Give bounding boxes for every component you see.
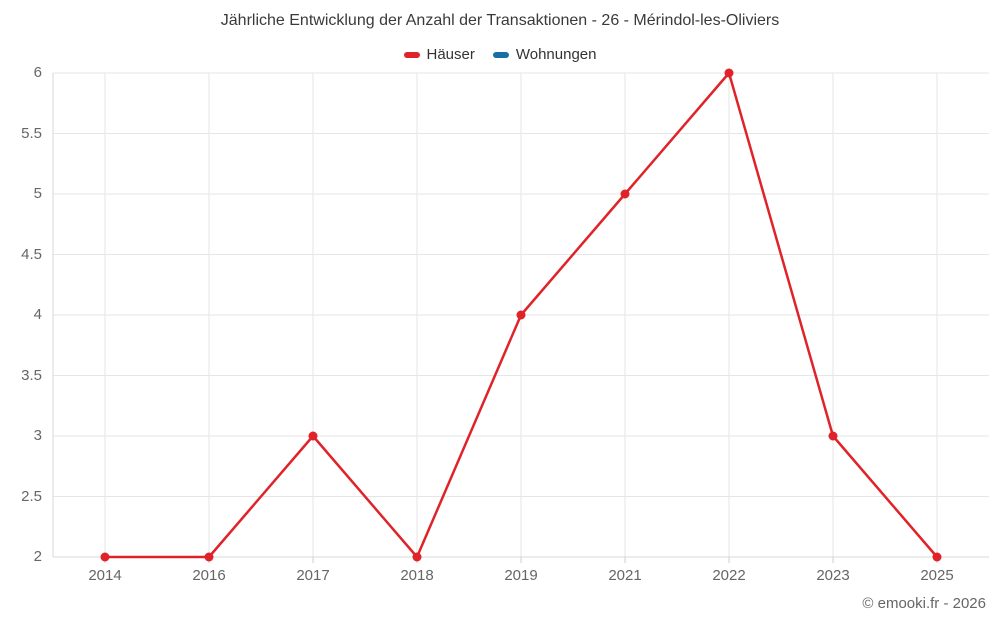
y-tick-label: 6 bbox=[33, 64, 42, 81]
x-tick-label: 2014 bbox=[88, 567, 122, 584]
data-point-häuser-2018[interactable] bbox=[412, 552, 422, 562]
data-point-häuser-2017[interactable] bbox=[308, 431, 318, 441]
x-tick-label: 2021 bbox=[608, 567, 642, 584]
legend-label: Wohnungen bbox=[515, 46, 597, 63]
y-tick-label: 4 bbox=[33, 306, 42, 323]
y-tick-label: 5.5 bbox=[21, 124, 42, 142]
x-tick-label: 2023 bbox=[816, 567, 850, 584]
legend-label: Häuser bbox=[426, 46, 475, 63]
x-tick-label: 2019 bbox=[504, 567, 538, 584]
data-point-häuser-2021[interactable] bbox=[620, 189, 630, 199]
legend: Häuser Wohnungen bbox=[0, 46, 1000, 63]
x-tick-label: 2022 bbox=[712, 567, 746, 584]
y-tick-label: 2.5 bbox=[21, 487, 42, 505]
data-point-häuser-2014[interactable] bbox=[100, 552, 110, 562]
data-point-häuser-2023[interactable] bbox=[828, 431, 838, 441]
chart-title: Jährliche Entwicklung der Anzahl der Tra… bbox=[220, 12, 780, 29]
legend-item-häuser[interactable]: Häuser bbox=[403, 46, 475, 63]
legend-swatch-icon bbox=[492, 51, 509, 58]
x-tick-label: 2017 bbox=[296, 567, 330, 584]
x-tick-label: 2016 bbox=[192, 567, 226, 584]
footer-credit: © emooki.fr - 2026 bbox=[862, 595, 986, 612]
data-point-häuser-2022[interactable] bbox=[724, 68, 734, 78]
legend-swatch-icon bbox=[403, 51, 420, 58]
legend-item-wohnungen[interactable]: Wohnungen bbox=[492, 46, 597, 63]
y-tick-label: 5 bbox=[33, 185, 42, 202]
x-tick-label: 2025 bbox=[920, 567, 954, 584]
y-tick-label: 3.5 bbox=[21, 366, 42, 384]
x-tick-label: 2018 bbox=[400, 567, 434, 584]
y-tick-label: 2 bbox=[33, 548, 42, 565]
data-point-häuser-2025[interactable] bbox=[932, 552, 942, 562]
y-tick-label: 3 bbox=[33, 427, 42, 444]
data-point-häuser-2016[interactable] bbox=[204, 552, 214, 562]
data-point-häuser-2019[interactable] bbox=[516, 310, 526, 320]
y-tick-label: 4.5 bbox=[21, 245, 42, 263]
